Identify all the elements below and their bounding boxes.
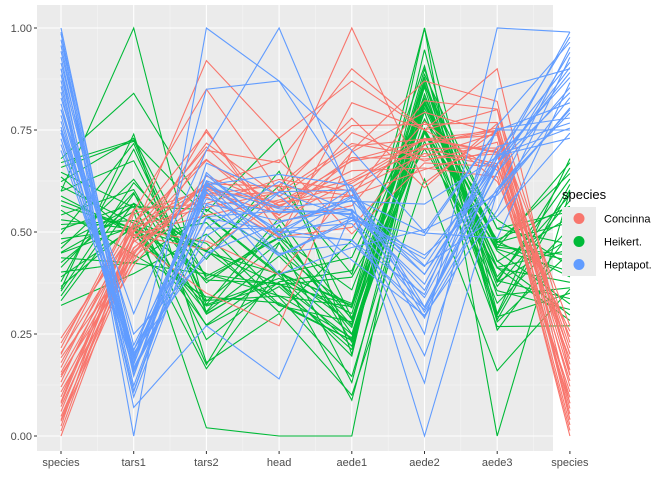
legend-label: Heikert. — [604, 237, 642, 249]
legend-marker — [573, 213, 585, 224]
y-axis: 0.00 0.25 0.50 0.75 1.00 — [11, 23, 37, 443]
legend-marker — [573, 236, 585, 247]
legend-marker — [573, 259, 585, 270]
series-line — [60, 83, 571, 351]
series-line — [60, 62, 571, 347]
series-line — [60, 100, 571, 354]
x-tick-label: tars2 — [194, 457, 218, 469]
x-tick-label: species — [42, 457, 80, 469]
legend-label: Heptapot. — [604, 260, 652, 272]
x-tick-label: tars1 — [121, 457, 145, 469]
series-line — [60, 129, 571, 402]
x-tick-label: head — [267, 457, 291, 469]
series-line — [60, 39, 571, 372]
series-line — [60, 148, 571, 402]
x-tick-label: aede3 — [482, 457, 513, 469]
series-line — [60, 45, 571, 379]
series-line — [60, 127, 571, 422]
series-line — [60, 106, 571, 342]
series-line — [60, 80, 570, 365]
series-line — [60, 49, 571, 358]
series-line — [60, 27, 570, 437]
series-line — [60, 82, 571, 394]
x-tick-label: aede2 — [409, 457, 440, 469]
series-line — [60, 27, 571, 370]
series-line — [60, 127, 570, 342]
legend-label: Concinna — [604, 214, 651, 226]
series-line — [60, 132, 571, 397]
x-tick-label: aede1 — [337, 457, 368, 469]
series-lines — [60, 26, 571, 438]
series-line — [60, 85, 571, 320]
x-axis: species tars1 tars2 head aede1 aede2 aede3 spec… — [42, 451, 589, 469]
y-tick-label: 0.00 — [11, 431, 32, 443]
series-line — [60, 129, 571, 393]
x-tick-label: species — [551, 457, 589, 469]
series-line — [60, 92, 571, 348]
series-line — [60, 130, 571, 339]
series-line — [60, 111, 571, 359]
series-line — [60, 51, 571, 361]
series-line — [60, 26, 571, 438]
series-line — [60, 77, 571, 399]
series-heptapot — [60, 26, 571, 438]
series-heikert — [60, 26, 571, 437]
series-line — [60, 72, 571, 388]
y-tick-label: 0.75 — [11, 125, 32, 137]
legend-title: species — [562, 187, 607, 202]
series-line — [60, 153, 571, 432]
series-line — [60, 26, 571, 437]
series-line — [60, 137, 571, 363]
series-line — [60, 132, 571, 352]
series-line — [60, 127, 571, 372]
series-line — [60, 99, 571, 339]
series-line — [60, 27, 571, 357]
series-line — [60, 92, 571, 308]
series-line — [60, 68, 571, 409]
y-tick-label: 0.25 — [11, 329, 32, 341]
legend: species Concinna Heikert. Heptapot. — [562, 187, 652, 276]
y-tick-label: 1.00 — [11, 23, 32, 35]
series-line — [60, 56, 571, 378]
series-line — [60, 33, 571, 367]
y-tick-label: 0.50 — [11, 227, 32, 239]
